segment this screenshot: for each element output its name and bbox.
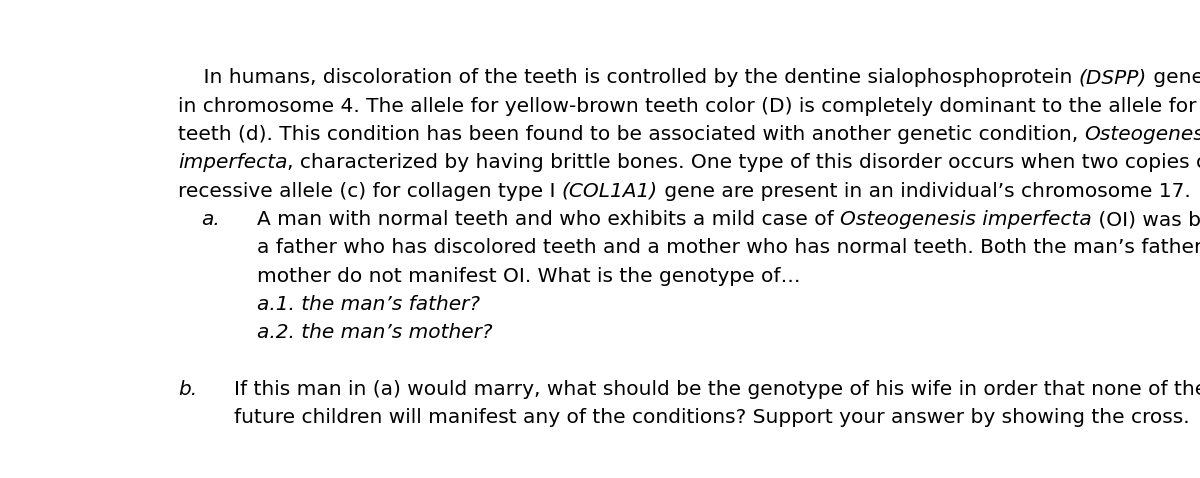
Text: A man with normal teeth and who exhibits a mild case of: A man with normal teeth and who exhibits… xyxy=(257,210,840,229)
Text: recessive allele (c) for collagen type I: recessive allele (c) for collagen type I xyxy=(178,182,562,201)
Text: in chromosome 4. The allele for yellow-brown teeth color (D) is completely domin: in chromosome 4. The allele for yellow-b… xyxy=(178,97,1200,116)
Text: a.1. the man’s father?: a.1. the man’s father? xyxy=(257,295,480,314)
Text: a.: a. xyxy=(202,210,220,229)
Text: a father who has discolored teeth and a mother who has normal teeth. Both the ma: a father who has discolored teeth and a … xyxy=(257,239,1200,258)
Text: In humans, discoloration of the teeth is controlled by the dentine sialophosphop: In humans, discoloration of the teeth is… xyxy=(178,68,1079,87)
Text: (OI) was born to: (OI) was born to xyxy=(1092,210,1200,229)
Text: future children will manifest any of the conditions? Support your answer by show: future children will manifest any of the… xyxy=(234,409,1189,427)
Text: (DSPP): (DSPP) xyxy=(1079,68,1147,87)
Text: gene are present in an individual’s chromosome 17.: gene are present in an individual’s chro… xyxy=(658,182,1190,201)
Text: If this man in (a) would marry, what should be the genotype of his wife in order: If this man in (a) would marry, what sho… xyxy=(234,380,1200,399)
Text: gene: gene xyxy=(1147,68,1200,87)
Text: imperfecta: imperfecta xyxy=(178,153,288,173)
Text: Osteogenesis: Osteogenesis xyxy=(1085,125,1200,144)
Text: Osteogenesis imperfecta: Osteogenesis imperfecta xyxy=(840,210,1092,229)
Text: a.2. the man’s mother?: a.2. the man’s mother? xyxy=(257,324,492,342)
Text: (COL1A1): (COL1A1) xyxy=(562,182,658,201)
Text: b.: b. xyxy=(178,380,197,399)
Text: , characterized by having brittle bones. One type of this disorder occurs when t: , characterized by having brittle bones.… xyxy=(288,153,1200,173)
Text: teeth (d). This condition has been found to be associated with another genetic c: teeth (d). This condition has been found… xyxy=(178,125,1085,144)
Text: mother do not manifest OI. What is the genotype of…: mother do not manifest OI. What is the g… xyxy=(257,267,800,286)
